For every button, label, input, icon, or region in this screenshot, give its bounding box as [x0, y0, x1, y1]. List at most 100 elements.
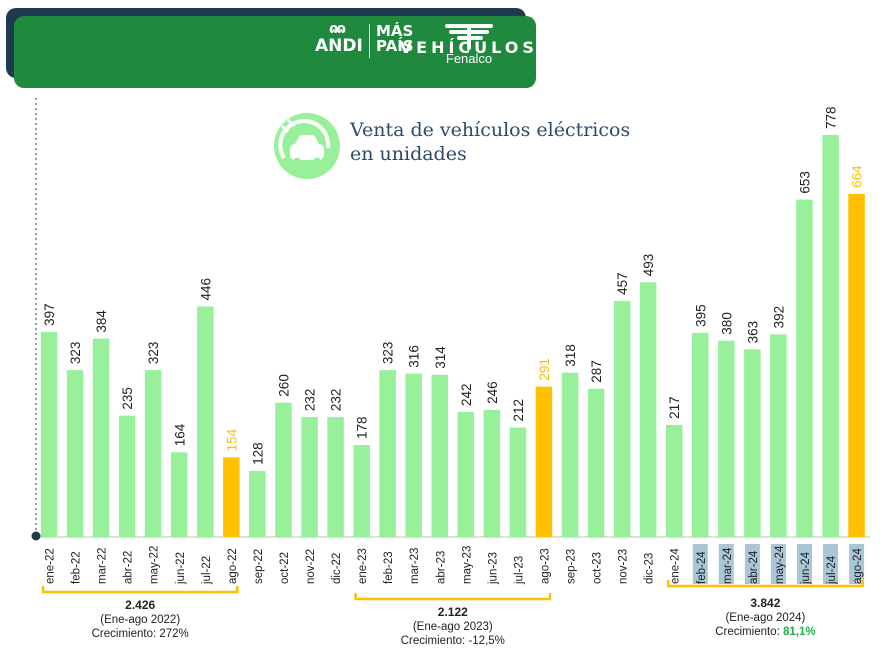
tick-label-feb-22: feb-22 [71, 551, 83, 584]
data-label-feb-24: 395 [693, 304, 708, 327]
bulletin-title: BOLETÍN VEHÍCULOS NUEVOS [400, 18, 646, 58]
tick-label-ago-22: ago-22 [227, 548, 239, 584]
bar-may-23 [457, 412, 475, 537]
summary-period-2: (Ene-ago 2023) [413, 621, 493, 633]
tick-label-mar-24: mar-24 [722, 547, 734, 584]
mas-pais-logo-line2: PAÍS [376, 37, 414, 55]
bar-sep-23 [561, 372, 579, 537]
summary-total-3: 3.842 [750, 596, 780, 610]
data-label-ene-24: 217 [667, 396, 682, 419]
andi-logo: ɷɷ ANDI [315, 22, 363, 56]
bar-abr-22 [118, 415, 136, 537]
logo-divider [369, 24, 370, 58]
summary-growth-label-2: Crecimiento: [401, 635, 469, 647]
bar-ago-23 [535, 386, 553, 537]
ev-car-wheel-left [293, 157, 301, 165]
bar-jun-24 [796, 199, 813, 537]
tick-label-sep-23: sep-23 [566, 549, 578, 584]
data-label-ago-24: 664 [850, 165, 865, 188]
tick-highlight-mar-24 [718, 544, 734, 584]
data-label-jul-24: 778 [824, 106, 839, 129]
data-label-abr-22: 235 [120, 387, 135, 410]
tick-label-jul-23: jul-23 [513, 556, 525, 585]
summary-total-2: 2.122 [438, 605, 468, 619]
tick-label-dic-23: dic-23 [644, 553, 656, 584]
summary-bracket-1 [41, 586, 239, 594]
data-label-abr-24: 363 [745, 321, 760, 344]
tick-label-nov-22: nov-22 [305, 549, 317, 584]
bar-mar-23 [405, 373, 422, 537]
bar-feb-23 [379, 370, 396, 537]
tick-label-jul-22: jul-22 [201, 556, 213, 585]
data-label-feb-23: 323 [381, 342, 396, 365]
tick-highlight-may-24 [770, 544, 786, 584]
bar-ene-24 [666, 424, 683, 537]
ev-car-body [290, 144, 324, 160]
fenalco-logo-mark [445, 24, 493, 50]
data-label-may-22: 323 [146, 342, 161, 365]
data-label-may-23: 242 [459, 383, 474, 406]
tick-label-mar-23: mar-23 [409, 548, 421, 584]
data-label-jun-24: 653 [798, 171, 813, 194]
summary-growth-label-1: Crecimiento: [92, 628, 160, 640]
tick-label-jun-22: jun-22 [175, 552, 187, 585]
data-label-sep-23: 318 [563, 344, 578, 367]
data-label-oct-23: 287 [589, 360, 604, 383]
andi-logo-text: ANDI [315, 36, 363, 56]
fenalco-logo-text: Fenalco [445, 51, 493, 66]
bar-oct-22 [275, 402, 292, 537]
data-label-nov-22: 232 [303, 389, 318, 412]
tick-label-may-24: may-24 [774, 545, 786, 584]
bar-abr-23 [431, 374, 448, 537]
bar-mar-24 [718, 340, 735, 537]
bar-jun-22 [171, 452, 188, 537]
bar-dic-22 [327, 417, 344, 537]
tick-label-ago-23: ago-23 [540, 548, 552, 584]
bar-ago-22 [223, 457, 240, 537]
bar-sep-22 [249, 470, 266, 537]
bar-mar-22 [92, 338, 110, 537]
tick-label-mar-22: mar-22 [97, 548, 109, 584]
bar-nov-22 [301, 417, 318, 537]
tick-label-sep-22: sep-22 [253, 549, 265, 584]
chart-title-line1: Venta de vehículos eléctricos [350, 119, 631, 141]
bar-feb-24 [692, 332, 709, 537]
bulletin-title-line1: BOLETÍN [540, 18, 646, 37]
bar-may-24 [770, 334, 787, 537]
bar-oct-23 [587, 388, 605, 537]
data-label-jul-23: 212 [511, 399, 526, 422]
chart-title-line2: en unidades [350, 143, 467, 165]
summary-growth-value-2: -12,5% [468, 635, 504, 647]
axis-origin-dot [31, 531, 41, 541]
bar-jul-23 [509, 427, 527, 537]
summary-period-3: (Ene-ago 2024) [725, 612, 805, 624]
tick-highlight-ago-24 [849, 544, 865, 584]
mas-pais-logo-line1: MÁS [376, 22, 414, 40]
bar-abr-24 [744, 349, 761, 537]
tick-label-abr-23: abr-23 [435, 551, 447, 584]
tick-label-oct-23: oct-23 [592, 552, 604, 584]
tick-label-oct-22: oct-22 [279, 552, 291, 584]
tick-highlight-abr-24 [744, 544, 760, 584]
tick-highlight-jun-24 [797, 544, 812, 584]
data-label-sep-22: 128 [250, 442, 265, 465]
data-label-jun-23: 246 [485, 381, 500, 404]
bar-may-22 [144, 370, 162, 537]
bar-ene-23 [353, 445, 370, 537]
data-label-jun-22: 164 [172, 423, 187, 446]
data-label-feb-22: 323 [68, 342, 83, 365]
ev-charge-arc [278, 119, 331, 160]
data-label-ene-23: 178 [355, 416, 370, 439]
data-label-abr-23: 314 [433, 346, 448, 369]
tick-label-abr-22: abr-22 [123, 551, 135, 584]
data-label-ago-23: 291 [537, 358, 552, 381]
summary-growth-value-1: 272% [159, 628, 188, 640]
data-label-may-24: 392 [771, 306, 786, 329]
data-label-oct-22: 260 [277, 374, 292, 397]
data-label-ene-22: 397 [42, 303, 57, 326]
bar-dic-23 [639, 282, 657, 537]
data-label-nov-23: 457 [615, 272, 630, 295]
tick-label-may-23: may-23 [461, 546, 473, 584]
tick-label-jun-24: jun-24 [800, 551, 812, 585]
